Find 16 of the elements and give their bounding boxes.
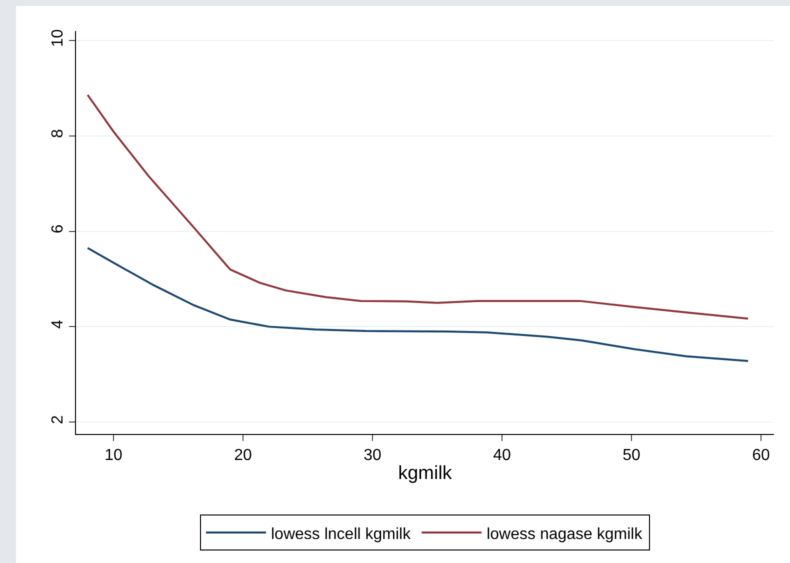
legend-label: lowess nagase kgmilk [486,526,644,543]
legend-label: lowess lncell kgmilk [271,526,412,543]
x-tick-label: 20 [234,447,252,464]
x-axis-title: kgmilk [398,463,452,484]
y-tick-label: 4 [50,320,67,329]
x-tick-label: 60 [752,447,770,464]
line-series [86,247,750,362]
y-tick-label: 2 [50,415,67,424]
x-tick-label: 30 [364,447,382,464]
x-tick-label: 10 [104,447,123,464]
y-tick-label: 10 [50,29,67,48]
y-tick-label: 8 [50,128,67,138]
y-tick-label: 6 [50,224,67,234]
x-tick-label: 50 [622,447,641,464]
line-series [86,94,750,320]
x-tick-label: 40 [493,447,512,464]
